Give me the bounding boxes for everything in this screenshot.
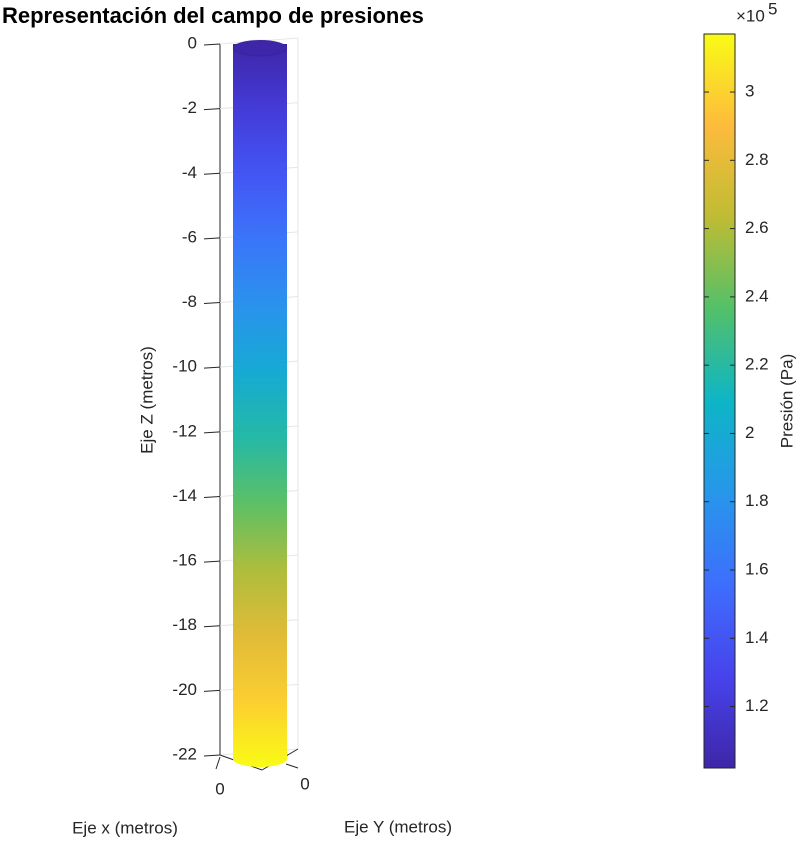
colorbar-tick-label: 1.4 — [745, 628, 769, 647]
x-tick — [215, 756, 221, 770]
colorbar-tick-label: 1.2 — [745, 696, 769, 715]
x-tick-label: 0 — [215, 779, 224, 798]
z-tick-label: -20 — [172, 680, 197, 699]
z-tick-label: 0 — [188, 33, 197, 52]
y-tick — [285, 763, 299, 769]
z-tick-label: -18 — [172, 615, 197, 634]
colorbar-tick-label: 2.2 — [745, 355, 769, 374]
cylinder-body — [233, 44, 287, 767]
z-tick — [203, 689, 221, 692]
z-tick — [203, 43, 221, 46]
z-tick — [203, 302, 221, 305]
z-tick — [203, 625, 221, 628]
colorbar-tick-label: 1.8 — [745, 491, 769, 510]
cylinder-top — [232, 39, 288, 57]
colorbar-tick-label: 3 — [745, 82, 754, 101]
z-tick — [203, 366, 221, 369]
z-tick-label: -2 — [182, 98, 197, 117]
colorbar-label: Presión (Pa) — [777, 354, 796, 448]
colorbar-tick-label: 1.6 — [745, 559, 769, 578]
z-tick — [203, 431, 221, 434]
z-tick — [203, 172, 221, 175]
y-tick-label: 0 — [300, 774, 309, 793]
chart-title: Representación del campo de presiones — [2, 3, 424, 28]
z-tick-label: -22 — [172, 744, 197, 763]
z-tick-label: -14 — [172, 486, 197, 505]
colorbar — [703, 33, 736, 769]
colorbar-tick-label: 2.6 — [745, 218, 769, 237]
colorbar-tick-label: 2.8 — [745, 150, 769, 169]
z-tick — [203, 108, 221, 111]
colorbar-multiplier: ×10 — [736, 6, 765, 25]
y-axis-label: Eje Y (metros) — [344, 817, 452, 836]
colorbar-tick-label: 2 — [745, 423, 754, 442]
z-tick-label: -12 — [172, 421, 197, 440]
z-tick — [203, 754, 221, 757]
z-axis-label: Eje Z (metros) — [137, 346, 156, 454]
colorbar-tick-label: 2.4 — [745, 286, 769, 305]
z-tick-label: -16 — [172, 551, 197, 570]
z-tick-label: -6 — [182, 227, 197, 246]
x-axis-label: Eje x (metros) — [72, 818, 178, 837]
z-tick-label: -10 — [172, 357, 197, 376]
colorbar-exponent: 5 — [768, 0, 777, 18]
z-tick — [203, 237, 221, 240]
z-tick — [203, 560, 221, 563]
z-tick-label: -8 — [182, 292, 197, 311]
z-tick — [203, 495, 221, 498]
z-tick-label: -4 — [182, 163, 197, 182]
